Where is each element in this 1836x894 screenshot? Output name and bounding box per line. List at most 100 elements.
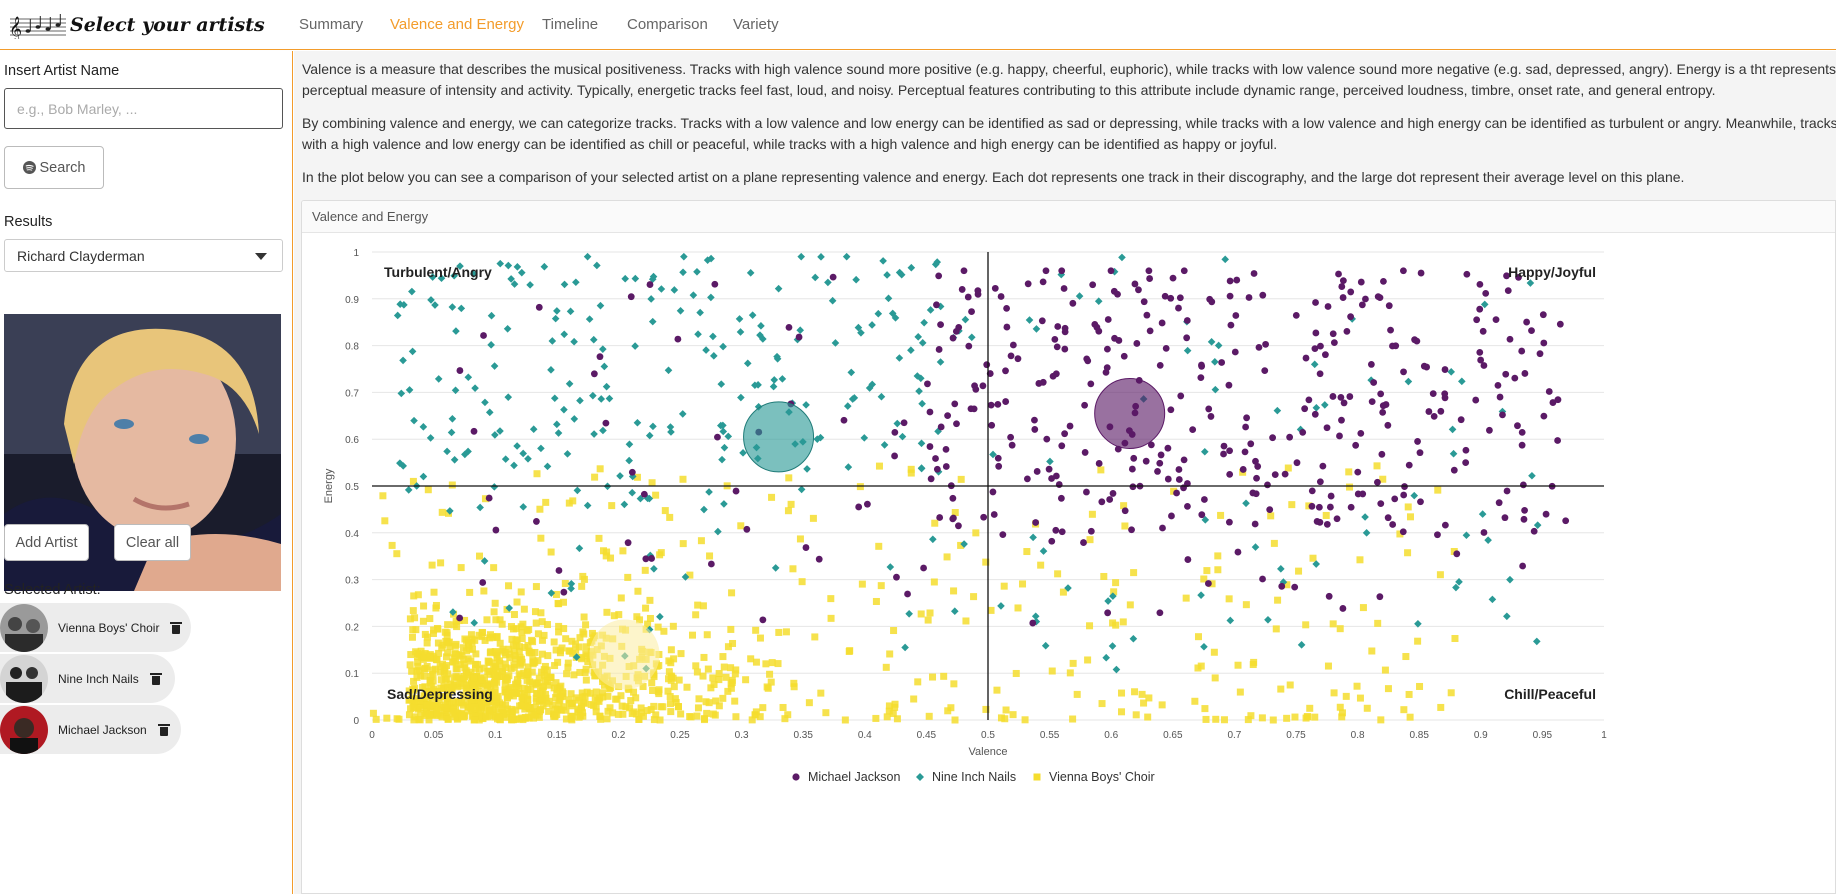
data-point-diamond — [469, 270, 478, 278]
data-point-square — [715, 670, 723, 678]
data-point-diamond — [517, 268, 526, 277]
data-point-square — [411, 713, 419, 721]
data-point-square — [947, 704, 955, 712]
trash-icon[interactable] — [157, 723, 170, 736]
data-point-diamond — [920, 318, 928, 327]
data-point-square — [423, 701, 431, 709]
tab-comparison[interactable]: Comparison — [627, 16, 708, 33]
results-label: Results — [4, 214, 53, 230]
trash-icon[interactable] — [149, 672, 162, 685]
data-point-circle — [1007, 352, 1015, 360]
data-point-circle — [1476, 305, 1484, 313]
quadrant-label-chill-peaceful: Chill/Peaceful — [1504, 686, 1596, 702]
data-point-diamond — [537, 444, 545, 453]
data-point-square — [687, 713, 695, 721]
tab-timeline[interactable]: Timeline — [542, 16, 599, 33]
data-point-diamond — [1277, 565, 1285, 573]
data-point-square — [462, 684, 470, 692]
data-point-square — [433, 656, 441, 664]
data-point-square — [1451, 634, 1459, 642]
data-point-square — [432, 665, 440, 673]
data-point-diamond — [1484, 536, 1492, 544]
data-point-square — [929, 673, 937, 681]
results-select[interactable]: Richard Clayderman — [4, 239, 283, 272]
data-point-circle — [456, 614, 464, 622]
data-point-square — [531, 703, 539, 711]
x-tick-label: 0.05 — [424, 730, 444, 741]
data-point-square — [580, 613, 588, 621]
tab-summary[interactable]: Summary — [299, 16, 364, 33]
data-point-square — [970, 593, 978, 601]
data-point-square — [555, 628, 563, 636]
data-point-square — [541, 691, 549, 699]
data-point-square — [426, 654, 434, 662]
data-point-circle — [1312, 299, 1319, 306]
data-point-square — [883, 713, 891, 721]
data-point-diamond — [408, 347, 417, 356]
data-point-square — [590, 668, 598, 676]
search-button[interactable]: Search — [4, 146, 104, 189]
data-point-diamond — [1312, 403, 1321, 412]
x-tick-label: 0.35 — [793, 730, 813, 741]
data-point-square — [599, 689, 607, 697]
data-point-circle — [1347, 313, 1355, 321]
data-point-square — [1170, 487, 1178, 495]
data-point-circle — [942, 445, 950, 453]
data-point-square — [727, 664, 735, 672]
data-point-diamond — [567, 579, 576, 588]
data-point-square — [501, 660, 509, 668]
data-point-diamond — [408, 287, 416, 296]
data-point-diamond — [593, 261, 601, 270]
data-point-diamond — [868, 380, 877, 389]
data-point-diamond — [700, 505, 708, 514]
data-point-square — [982, 705, 990, 713]
data-point-square — [699, 602, 707, 610]
data-point-square — [646, 596, 654, 604]
data-point-circle — [1247, 440, 1255, 448]
data-point-circle — [1003, 304, 1010, 312]
data-point-square — [518, 655, 526, 663]
add-artist-button[interactable]: Add Artist — [4, 524, 89, 561]
data-point-square — [606, 704, 614, 712]
data-point-diamond — [583, 252, 592, 261]
data-point-circle — [602, 419, 610, 427]
data-point-square — [732, 713, 740, 721]
data-point-circle — [970, 405, 978, 413]
tab-variety[interactable]: Variety — [733, 16, 779, 33]
data-point-square — [551, 705, 559, 713]
data-point-diamond — [1367, 376, 1375, 384]
data-point-diamond — [550, 394, 559, 403]
data-point-square — [1324, 662, 1332, 670]
data-point-square — [677, 710, 685, 718]
data-point-diamond — [597, 395, 606, 403]
data-point-square — [540, 631, 548, 639]
artist-search-input[interactable] — [4, 88, 283, 129]
data-point-square — [517, 588, 525, 596]
data-point-square — [654, 623, 662, 631]
trash-icon[interactable] — [170, 621, 183, 634]
data-point-circle — [1061, 345, 1069, 353]
data-point-square — [435, 693, 443, 701]
data-point-circle — [935, 272, 943, 280]
data-point-square — [411, 614, 419, 622]
data-point-square — [481, 689, 489, 697]
data-point-diamond — [1112, 665, 1121, 674]
data-point-circle — [1540, 339, 1548, 347]
data-point-square — [465, 691, 473, 699]
x-tick-label: 0.7 — [1227, 730, 1241, 741]
data-point-diamond — [893, 419, 902, 428]
data-point-square — [579, 572, 587, 580]
data-point-diamond — [585, 315, 594, 323]
data-point-circle — [1463, 270, 1471, 278]
data-point-circle — [1324, 303, 1332, 310]
data-point-square — [914, 678, 922, 686]
clear-all-button[interactable]: Clear all — [114, 524, 191, 561]
avatar — [0, 705, 48, 754]
data-point-circle — [1061, 324, 1069, 332]
legend-label: Nine Inch Nails — [932, 770, 1016, 784]
data-point-circle — [1128, 526, 1135, 534]
data-point-square — [565, 647, 573, 655]
data-point-diamond — [918, 339, 927, 347]
tab-valence-and-energy[interactable]: Valence and Energy — [390, 16, 524, 33]
data-point-square — [1073, 690, 1081, 698]
